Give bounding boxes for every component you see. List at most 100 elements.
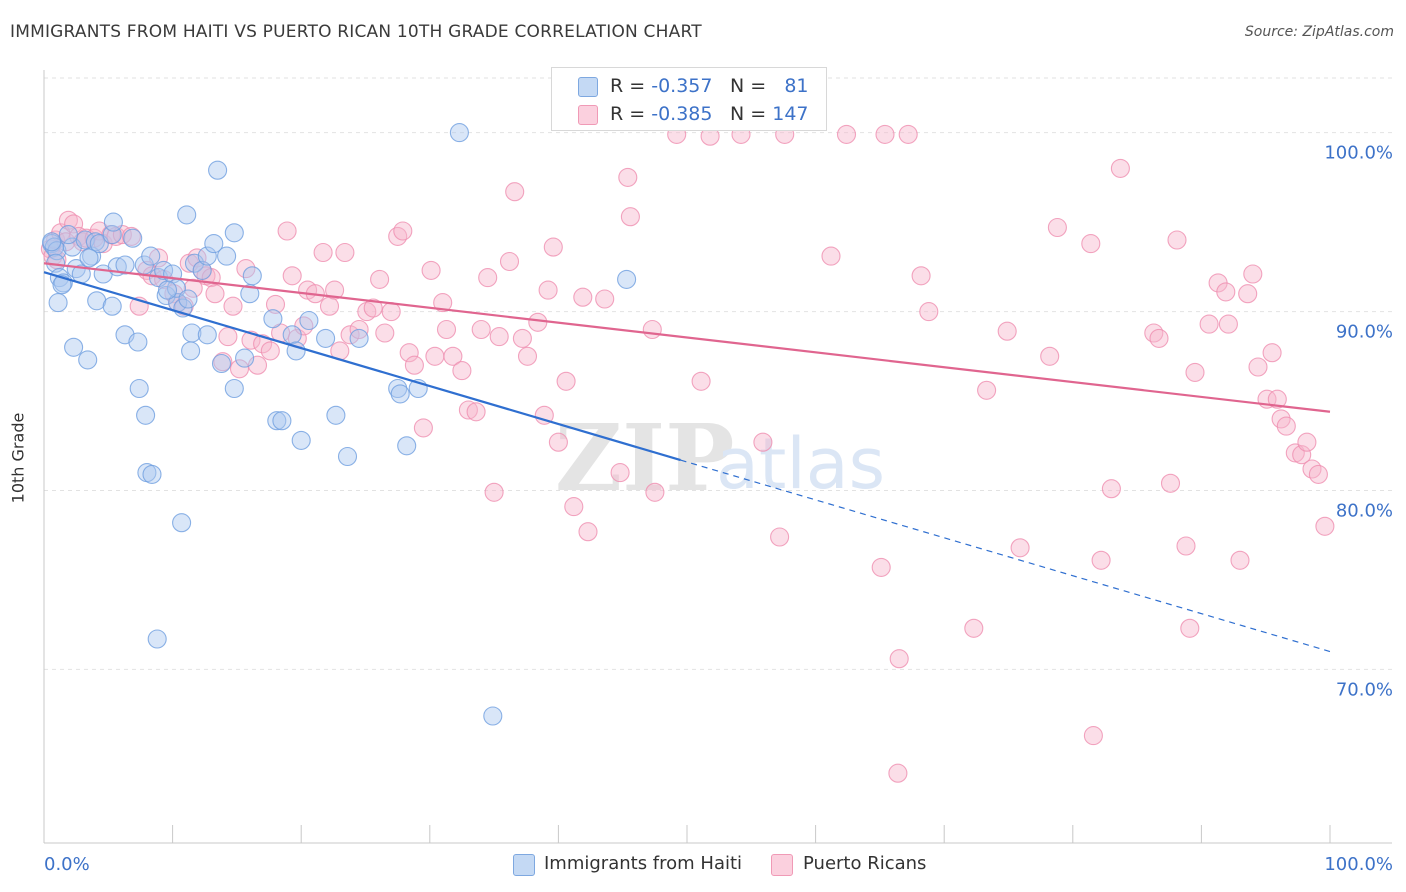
haiti-trend-extension xyxy=(680,459,1331,653)
haiti-point xyxy=(349,328,369,348)
y-tick-label: 100.0% xyxy=(1324,143,1393,164)
puerto-rican-point xyxy=(548,432,568,452)
y-tick-label: 80.0% xyxy=(1336,500,1393,521)
haiti-point xyxy=(177,205,197,225)
haiti-point xyxy=(129,378,149,399)
haiti-point xyxy=(282,325,302,345)
puerto-rican-point xyxy=(642,319,662,340)
haiti-point xyxy=(316,328,336,348)
haiti-point xyxy=(79,248,99,268)
haiti-point xyxy=(208,160,228,180)
puerto-rican-point xyxy=(1185,362,1205,382)
puerto-rican-trend-line xyxy=(43,262,1331,413)
series-immigrants-from-haiti xyxy=(42,123,637,726)
puerto-rican-point xyxy=(898,124,918,144)
puerto-rican-point xyxy=(218,327,238,347)
puerto-rican-point xyxy=(1243,264,1263,284)
puerto-rican-point xyxy=(1040,346,1060,366)
puerto-rican-point xyxy=(489,327,509,347)
haiti-point xyxy=(483,706,503,726)
puerto-rican-point xyxy=(388,226,408,246)
haiti-point xyxy=(147,629,167,649)
haiti-point xyxy=(48,293,68,313)
puerto-rican-point xyxy=(1262,343,1282,363)
puerto-rican-point xyxy=(888,763,908,783)
watermark-atlas: atlas xyxy=(716,423,885,505)
legend-n-puerto-ricans: N = 147 xyxy=(730,103,809,125)
puerto-rican-point xyxy=(229,359,250,379)
puerto-rican-point xyxy=(997,321,1017,341)
haiti-point xyxy=(64,337,84,357)
puerto-rican-point xyxy=(452,361,472,381)
puerto-rican-point xyxy=(1083,726,1103,746)
haiti-point xyxy=(388,378,408,399)
haiti-point xyxy=(192,260,212,280)
haiti-point xyxy=(128,332,148,352)
puerto-rican-point xyxy=(260,341,280,361)
puerto-rican-point xyxy=(433,293,453,313)
source-label: Source: ZipAtlas.com xyxy=(1244,24,1394,40)
legend-row-puerto-ricans: R = -0.385 N = 147 xyxy=(552,99,826,129)
haiti-point xyxy=(142,464,162,484)
legend-swatch xyxy=(513,854,535,876)
puerto-rican-point xyxy=(421,260,441,280)
puerto-rican-point xyxy=(1199,314,1219,334)
x-tick-labels: 0.0% 100.0% xyxy=(44,854,1393,875)
chart-title: IMMIGRANTS FROM HAITI VS PUERTO RICAN 10… xyxy=(10,22,702,42)
haiti-point xyxy=(181,341,201,361)
puerto-rican-point xyxy=(1149,328,1169,348)
haiti-point xyxy=(78,350,98,370)
haiti-point xyxy=(242,266,262,286)
haiti-point xyxy=(103,212,123,232)
puerto-rican-point xyxy=(505,182,525,202)
haiti-point xyxy=(52,275,72,295)
puerto-rican-point xyxy=(964,618,984,638)
haiti-point xyxy=(211,353,232,374)
puerto-rican-point xyxy=(889,649,909,669)
puerto-rican-point xyxy=(1248,357,1268,377)
puerto-rican-point xyxy=(1230,550,1250,570)
puerto-rican-point xyxy=(691,371,711,391)
puerto-rican-point xyxy=(436,319,457,340)
puerto-rican-point xyxy=(425,346,445,366)
trend-lines xyxy=(43,262,1331,653)
puerto-rican-point xyxy=(466,402,486,422)
legend-swatch xyxy=(771,854,793,876)
puerto-rican-point xyxy=(363,298,383,318)
haiti-point xyxy=(197,325,217,345)
puerto-rican-point xyxy=(1218,314,1238,334)
haiti-point xyxy=(224,223,244,243)
haiti-point xyxy=(123,228,143,248)
puerto-rican-point xyxy=(1081,234,1101,254)
puerto-rican-point xyxy=(1091,550,1111,570)
puerto-rican-point xyxy=(543,237,563,257)
puerto-rican-point xyxy=(253,334,273,354)
y-tick-labels: 70.0% 80.0% 90.0% 100.0% xyxy=(1324,143,1393,701)
puerto-rican-point xyxy=(404,355,424,375)
haiti-point xyxy=(102,296,122,316)
puerto-rican-point xyxy=(919,302,939,322)
haiti-point xyxy=(337,446,358,467)
puerto-rican-point xyxy=(573,287,593,307)
haiti-point xyxy=(449,123,469,143)
puerto-rican-point xyxy=(556,371,576,391)
puerto-rican-point xyxy=(357,302,377,322)
y-tick-label: 90.0% xyxy=(1336,322,1393,343)
puerto-rican-point xyxy=(517,346,538,366)
haiti-point xyxy=(217,246,237,266)
legend-label: Puerto Ricans xyxy=(803,853,927,874)
puerto-rican-point xyxy=(375,323,395,343)
legend-r-haiti: R = -0.357 xyxy=(610,75,712,97)
puerto-rican-point xyxy=(393,221,413,241)
puerto-rican-point xyxy=(512,328,532,348)
puerto-rican-point xyxy=(977,380,997,400)
puerto-rican-point xyxy=(564,497,584,517)
haiti-point xyxy=(390,384,410,404)
haiti-point xyxy=(299,310,319,331)
puerto-rican-point xyxy=(753,432,773,452)
puerto-rican-point xyxy=(595,289,615,309)
haiti-trend-line xyxy=(43,271,681,462)
puerto-rican-point xyxy=(64,214,84,234)
puerto-rican-point xyxy=(335,242,355,263)
puerto-rican-point xyxy=(282,266,302,286)
